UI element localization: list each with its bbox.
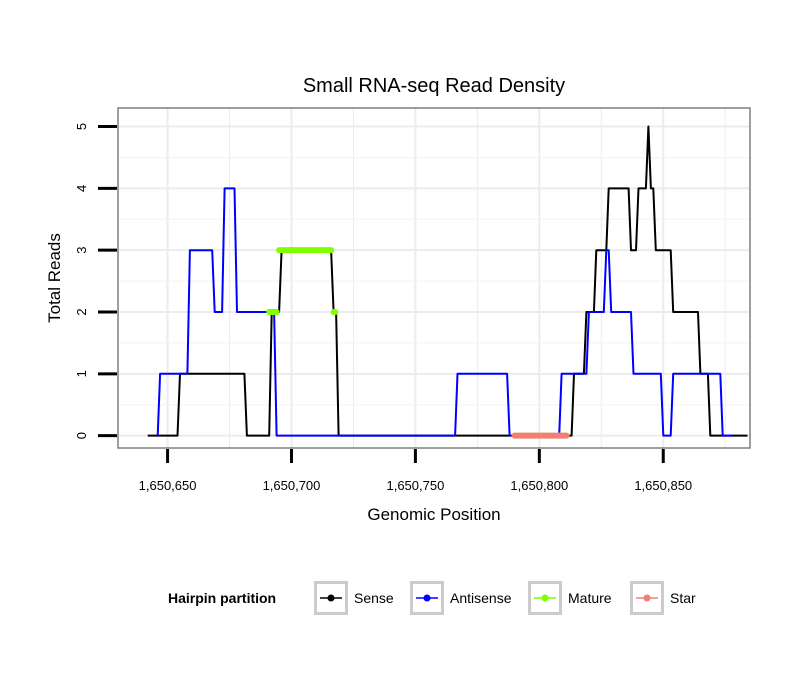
antisense-series-line — [156, 187, 733, 437]
y-tick-label: 5 — [74, 123, 89, 130]
x-tick-label: 1,650,750 — [386, 478, 444, 493]
legend-key-dot — [541, 594, 549, 602]
legend-key-dot — [643, 594, 651, 602]
legend: Hairpin partition Sense Antisense Mature St… — [168, 581, 696, 615]
y-tick-label: 4 — [74, 185, 89, 192]
y-tick-label: 2 — [74, 308, 89, 315]
y-tick-label: 0 — [74, 432, 89, 439]
legend-label-star: Star — [670, 590, 696, 606]
legend-title: Hairpin partition — [168, 590, 276, 606]
axes: 1,650,650 1,650,700 1,650,750 1,650,800 1,65… — [74, 123, 692, 493]
legend-key-dot — [423, 594, 431, 602]
y-tick-label: 3 — [74, 247, 89, 254]
x-tick-label: 1,650,700 — [263, 478, 321, 493]
legend-label-sense: Sense — [354, 590, 394, 606]
x-tick-label: 1,650,650 — [139, 478, 197, 493]
legend-label-mature: Mature — [568, 590, 612, 606]
chart-title: Small RNA-seq Read Density — [303, 75, 565, 97]
y-axis-title: Total Reads — [45, 233, 64, 323]
legend-label-antisense: Antisense — [450, 590, 512, 606]
x-tick-label: 1,650,850 — [634, 478, 692, 493]
x-axis-title: Genomic Position — [367, 505, 500, 524]
series-layer — [147, 125, 748, 439]
legend-key-dot — [327, 594, 335, 602]
plot-border — [117, 107, 751, 449]
x-tick-label: 1,650,800 — [510, 478, 568, 493]
y-tick-label: 1 — [74, 370, 89, 377]
sense-series-line — [147, 125, 748, 437]
